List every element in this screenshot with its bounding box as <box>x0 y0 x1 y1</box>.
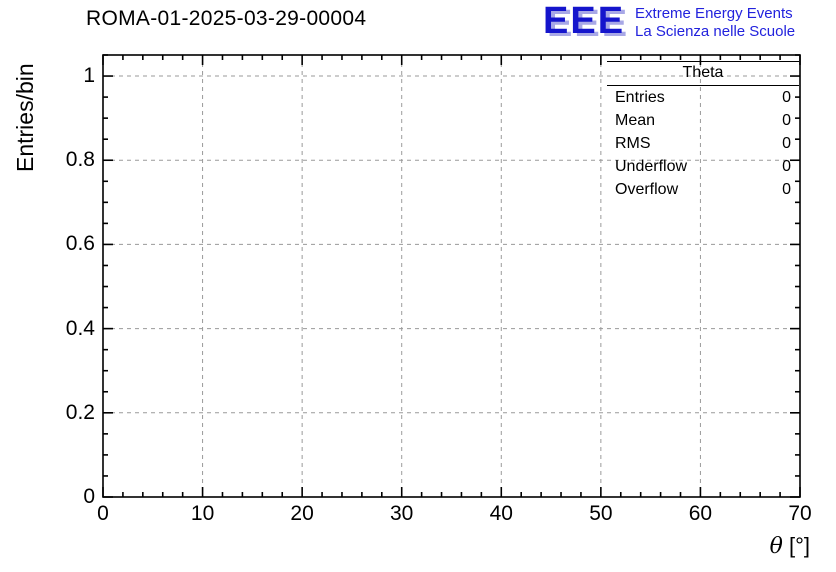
stats-label: Mean <box>615 112 656 129</box>
logo-tagline-line2: La Scienza nelle Scuole <box>635 23 796 40</box>
eee-logo: EEE Extreme Energy Events La Scienza nel… <box>543 2 795 41</box>
stats-label: Entries <box>615 89 665 106</box>
chart-title: ROMA-01-2025-03-29-00004 <box>86 7 367 30</box>
y-tick-label: 0 <box>83 485 95 508</box>
x-tick-label: 30 <box>390 502 414 525</box>
y-tick-label: 0.6 <box>65 232 95 256</box>
stats-row: Overflow 0 <box>607 178 799 201</box>
stats-row: Mean 0 <box>607 109 799 132</box>
stats-row: RMS 0 <box>607 132 799 155</box>
stats-label: RMS <box>615 135 651 152</box>
y-tick-label: 1 <box>83 64 95 87</box>
stats-value: 0 <box>782 158 791 175</box>
eee-logo-tagline: Extreme Energy Events La Scienza nelle S… <box>635 2 795 41</box>
x-tick-label: 20 <box>290 502 314 525</box>
y-axis-label: Entries/bin <box>12 63 38 172</box>
x-tick-label: 0 <box>97 502 109 525</box>
x-tick-label: 10 <box>190 502 215 525</box>
logo-tagline-line1: Extreme Energy Events <box>635 5 793 22</box>
eee-logo-text: EEE <box>543 0 626 42</box>
stats-label: Underflow <box>615 158 688 175</box>
stats-box: Theta Entries 0 Mean 0 RMS 0 Underflow 0… <box>607 61 799 201</box>
x-axis-label: θ [°] <box>770 533 810 559</box>
degree-unit: [°] <box>788 533 810 558</box>
stats-label: Overflow <box>615 181 679 198</box>
y-tick-label: 0.4 <box>65 316 95 340</box>
theta-symbol: θ <box>769 534 783 559</box>
stats-row: Entries 0 <box>607 86 799 109</box>
x-tick-label: 60 <box>688 502 713 525</box>
stats-row: Underflow 0 <box>607 155 799 178</box>
y-tick-label: 0.8 <box>65 148 95 172</box>
x-tick-label: 40 <box>489 502 513 525</box>
x-tick-label: 50 <box>589 502 613 525</box>
stats-value: 0 <box>782 89 791 106</box>
stats-value: 0 <box>782 135 791 152</box>
stats-value: 0 <box>782 181 791 198</box>
stats-header: Theta <box>607 62 799 86</box>
stats-value: 0 <box>782 112 791 129</box>
x-tick-label: 70 <box>788 502 812 525</box>
y-tick-label: 0.2 <box>65 400 95 424</box>
